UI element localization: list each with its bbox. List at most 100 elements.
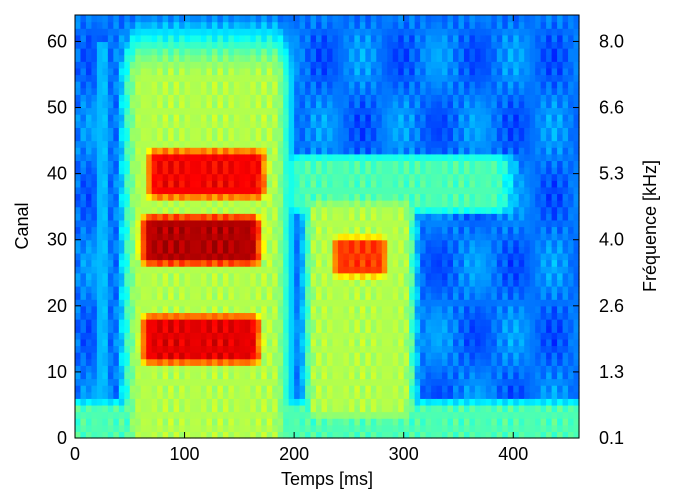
heatmap-cell [343,21,350,29]
heatmap-cell [75,352,82,360]
heatmap-cell [135,312,142,320]
heatmap-cell [398,233,405,241]
heatmap-cell [272,246,279,254]
heatmap-cell [354,385,361,393]
heatmap-cell [359,186,366,195]
heatmap-cell [277,411,284,419]
heatmap-cell [480,404,487,413]
heatmap-cell [354,378,361,386]
heatmap-cell [316,167,323,175]
heatmap-cell [414,279,421,287]
heatmap-cell [496,338,503,347]
heatmap-cell [392,41,399,49]
heatmap-cell [474,259,481,267]
heatmap-cell [294,114,301,122]
heatmap-cell [157,266,164,274]
heatmap-cell [85,272,93,280]
heatmap-cell [316,153,323,162]
heatmap-cell [135,272,142,280]
heatmap-cell [107,266,114,274]
heatmap-cell [376,167,383,175]
heatmap-cell [376,325,383,333]
heatmap-cell [184,252,191,261]
heatmap-cell [91,292,98,300]
heatmap-cell [310,107,317,115]
heatmap-cell [266,94,273,102]
heatmap-cell [425,385,432,393]
heatmap-cell [184,193,191,201]
heatmap-cell [157,127,164,135]
heatmap-cell [129,41,136,49]
heatmap-cell [129,100,136,109]
heatmap-cell [337,140,345,148]
heatmap-cell [436,74,443,82]
heatmap-cell [228,173,235,181]
heatmap-cell [387,48,394,56]
heatmap-cell [420,48,427,56]
heatmap-cell [431,365,438,373]
heatmap-cell [179,325,186,333]
heatmap-cell [420,358,427,366]
heatmap-cell [496,67,503,76]
heatmap-cell [453,266,460,274]
heatmap-cell [261,338,268,347]
heatmap-cell [244,418,251,426]
heatmap-cell [195,292,202,300]
heatmap-cell [195,153,202,162]
heatmap-cell [425,233,432,241]
heatmap-cell [195,200,202,208]
heatmap-cell [370,186,377,195]
heatmap-cell [469,305,476,314]
heatmap-cell [310,338,317,347]
heatmap-cell [217,193,224,201]
heatmap-cell [425,424,432,432]
heatmap-cell [288,266,295,274]
heatmap-cell [359,87,366,95]
heatmap-cell [343,332,350,340]
heatmap-cell [179,100,186,109]
heatmap-cell [261,28,268,36]
heatmap-cell [327,285,334,294]
heatmap-cell [474,292,481,300]
heatmap-cell [480,160,487,168]
heatmap-cell [403,15,410,23]
heatmap-cell [75,345,82,353]
heatmap-cell [436,424,443,432]
heatmap-cell [190,345,197,353]
heatmap-cell [91,193,98,201]
heatmap-cell [469,272,476,280]
heatmap-cell [359,285,366,294]
heatmap-cell [447,319,454,327]
heatmap-cell [485,305,492,314]
heatmap-cell [195,173,202,181]
heatmap-cell [266,147,273,155]
heatmap-cell [327,378,334,386]
heatmap-cell [113,226,120,234]
heatmap-cell [409,418,416,426]
heatmap-cell [190,325,197,333]
heatmap-cell [447,120,454,128]
heatmap-cell [458,180,465,188]
heatmap-cell [376,246,383,254]
heatmap-cell [327,312,334,320]
heatmap-cell [343,246,350,254]
heatmap-cell [502,424,509,432]
heatmap-cell [102,358,109,366]
heatmap-cell [140,173,147,181]
heatmap-cell [239,246,246,254]
heatmap-cell [348,292,355,300]
heatmap-cell [398,352,405,360]
heatmap-cell [151,87,158,95]
heatmap-cell [294,180,301,188]
heatmap-cell [316,219,323,228]
heatmap-cell [184,332,191,340]
heatmap-cell [425,54,432,62]
heatmap-cell [266,252,273,261]
heatmap-cell [85,193,93,201]
heatmap-cell [442,266,449,274]
heatmap-cell [91,312,98,320]
heatmap-cell [409,266,416,274]
heatmap-cell [85,180,93,188]
heatmap-cell [436,133,443,142]
heatmap-cell [376,391,383,399]
